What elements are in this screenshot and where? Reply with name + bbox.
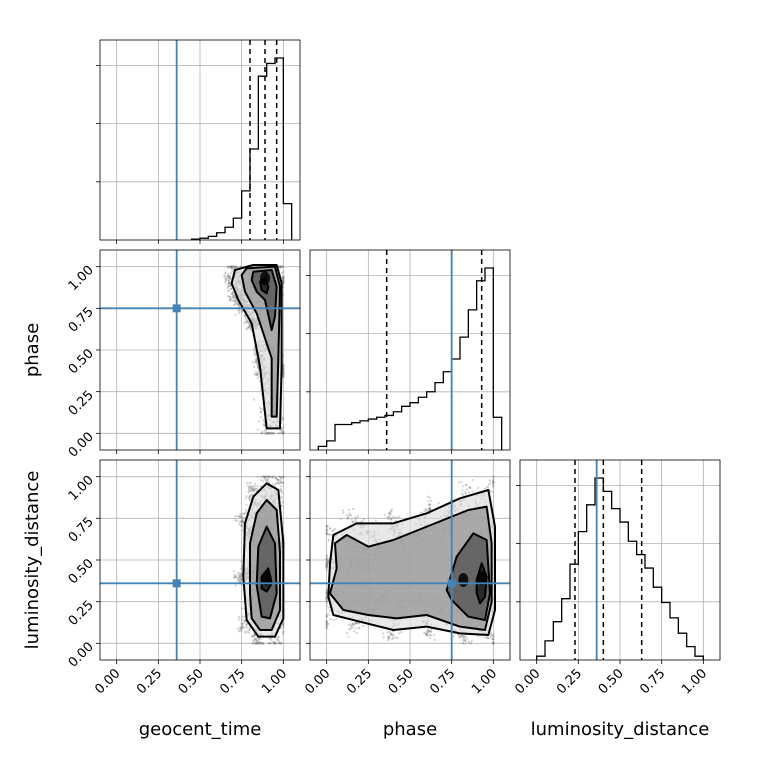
y-tick-label: 0.75 [66,515,97,546]
x-tick-label: 0.00 [302,666,333,697]
contour-line [249,499,281,631]
contour-line [329,505,493,631]
density-peak [458,573,469,587]
panel-content [100,250,300,450]
contour-line [230,264,283,430]
x-tick-label: 0.50 [596,666,627,697]
x-tick-label: 0.75 [637,666,668,697]
histogram-step [317,267,503,450]
truth-marker [172,304,181,313]
y-tick-label: 0.00 [66,640,97,671]
truth-marker [172,579,181,588]
panel-content [310,460,510,660]
density-fill [251,270,277,330]
x-tick-label: 0.25 [554,666,585,697]
y-axis-label-phase: phase [22,323,43,377]
hist-panel-luminosity_distance: 0.00 0.25 0.50 0.75 1.00 [512,459,721,697]
y-tick-label: 0.00 [66,430,97,461]
x-tick-label: 0.50 [176,666,207,697]
grid-lines [100,40,300,240]
contour-line [250,269,278,331]
histogram-step [536,477,704,660]
contour-line [242,482,285,638]
y-tick-label: 0.50 [66,346,97,377]
contour-line [255,525,278,620]
x-tick-label: 0.25 [344,666,375,697]
contour-line [475,562,488,605]
x-tick-label: 0.00 [512,666,543,697]
x-tick-label: 0.75 [427,666,458,697]
y-axis-label-luminosity_distance: luminosity_distance [22,471,43,650]
panel-content [317,250,503,450]
joint-panel-phase-luminosity_distance: 0.00 0.25 0.50 0.75 1.00 [302,459,511,697]
grid-lines [520,460,720,660]
x-tick-label: 0.00 [92,666,123,697]
x-tick-label: 0.25 [134,666,165,697]
x-axis-label-geocent_time: geocent_time [139,719,262,740]
x-tick-label: 1.00 [469,666,500,697]
hist-panel-geocent_time [96,39,301,244]
contour-line [240,265,281,418]
x-axis-label-luminosity_distance: luminosity_distance [531,719,710,740]
grid-lines [310,250,510,450]
contour-line [327,489,496,636]
truth-marker [447,579,456,588]
axis-labels: geocent_time phase luminosity_distancephas… [22,323,709,740]
y-tick-label: 0.50 [66,556,97,587]
panel-content [100,460,300,660]
x-tick-label: 1.00 [259,666,290,697]
contour-line [260,567,273,593]
x-tick-label: 1.00 [679,666,710,697]
x-axis-label-phase: phase [383,719,437,740]
panel-content [175,40,293,240]
joint-panel-geocent_time-luminosity_distance: 0.00 0.25 0.50 0.75 1.00 0.00 0.25 0.50 0.75 1.00 [66,459,301,697]
y-tick-label: 0.25 [66,598,97,629]
contour-line [259,277,270,295]
y-tick-label: 1.00 [66,263,97,294]
y-tick-label: 0.75 [66,305,97,336]
y-tick-label: 1.00 [66,473,97,504]
grid-lines [100,460,300,660]
contour-line [445,532,491,621]
histogram-step [191,57,293,240]
y-tick-label: 0.25 [66,388,97,419]
panel-content [536,460,704,660]
joint-panel-geocent_time-phase: 0.00 0.25 0.50 0.75 1.00 [66,249,301,461]
x-tick-label: 0.50 [386,666,417,697]
hist-panel-phase [306,249,511,454]
x-tick-label: 0.75 [217,666,248,697]
